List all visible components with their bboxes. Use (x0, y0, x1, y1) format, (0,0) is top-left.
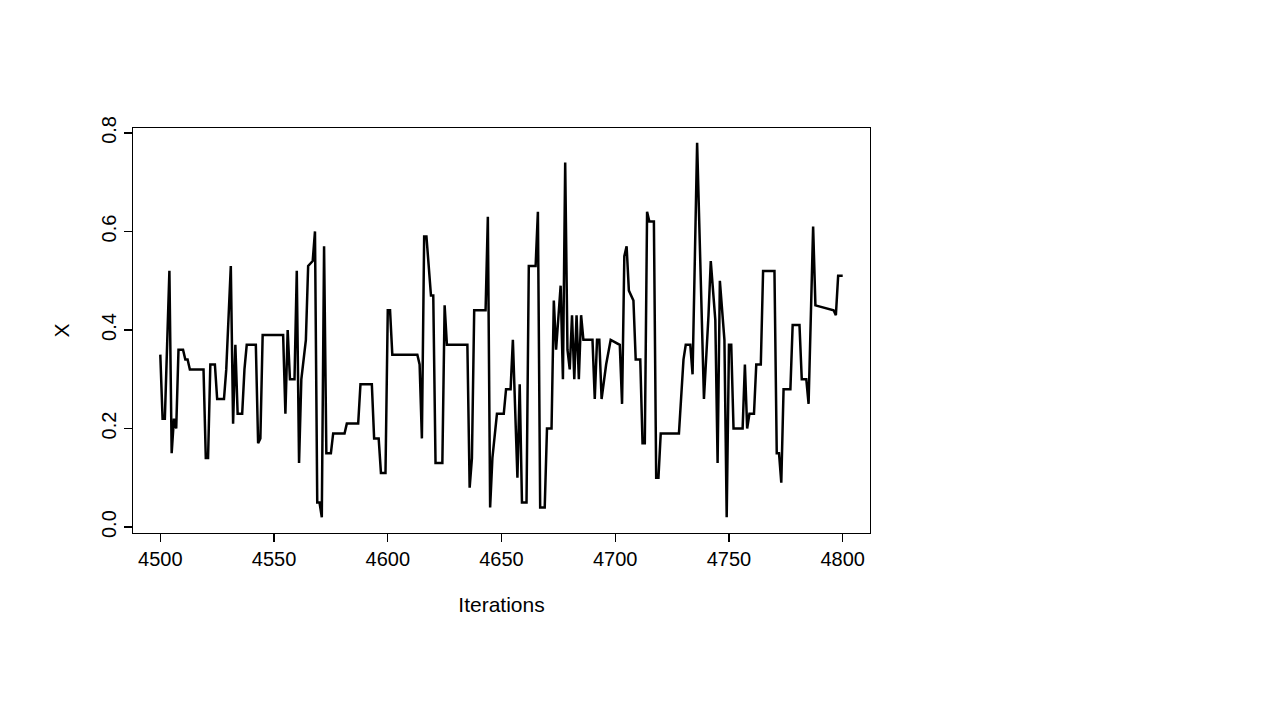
svg-text:4800: 4800 (820, 548, 865, 570)
svg-text:0.4: 0.4 (98, 313, 120, 341)
svg-text:X: X (50, 323, 73, 337)
svg-text:4550: 4550 (252, 548, 297, 570)
svg-text:Iterations: Iterations (458, 593, 544, 616)
svg-text:0.6: 0.6 (98, 215, 120, 243)
svg-text:4600: 4600 (366, 548, 411, 570)
svg-text:0.0: 0.0 (98, 510, 120, 538)
svg-text:4700: 4700 (593, 548, 638, 570)
svg-text:4650: 4650 (479, 548, 524, 570)
svg-text:4750: 4750 (707, 548, 752, 570)
svg-text:4500: 4500 (138, 548, 183, 570)
svg-text:0.8: 0.8 (98, 116, 120, 144)
svg-text:0.2: 0.2 (98, 412, 120, 440)
